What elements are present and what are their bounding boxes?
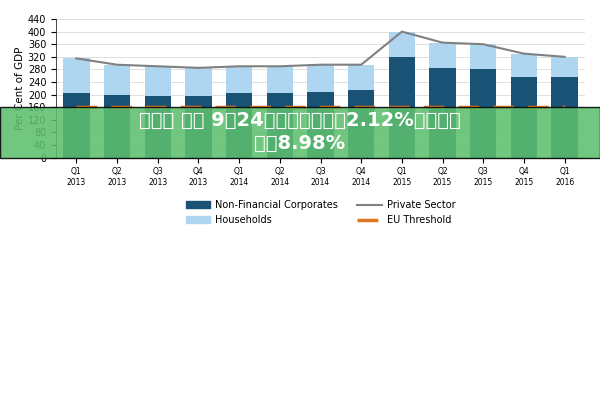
Bar <box>389 57 415 158</box>
Bar <box>430 68 456 158</box>
Bar <box>470 44 496 70</box>
Bar <box>511 54 537 77</box>
Bar <box>266 66 293 93</box>
Bar <box>185 68 212 96</box>
Bar <box>389 32 415 57</box>
Bar <box>551 57 578 77</box>
Bar <box>63 58 89 93</box>
Bar <box>104 65 130 95</box>
Bar <box>226 93 253 158</box>
Text: 价率8.98%: 价率8.98% <box>254 134 346 153</box>
Bar <box>470 70 496 158</box>
Bar <box>430 43 456 68</box>
Bar <box>145 66 171 96</box>
Bar <box>307 92 334 158</box>
Bar <box>348 90 374 158</box>
Bar <box>185 96 212 158</box>
Bar <box>307 65 334 92</box>
Text: 买股票 杠杆 9月24日诺泰转幐上涨2.12%，转股溢: 买股票 杠杆 9月24日诺泰转幐上涨2.12%，转股溢 <box>139 112 461 130</box>
Bar <box>226 66 253 93</box>
Bar <box>511 77 537 158</box>
Bar <box>145 96 171 158</box>
Legend: Non-Financial Corporates, Households, Private Sector, EU Threshold: Non-Financial Corporates, Households, Pr… <box>186 200 455 225</box>
Bar <box>63 93 89 158</box>
Bar <box>551 77 578 158</box>
Bar <box>104 95 130 158</box>
Bar <box>266 93 293 158</box>
Y-axis label: Per Cent of GDP: Per Cent of GDP <box>15 47 25 130</box>
Bar <box>348 65 374 90</box>
